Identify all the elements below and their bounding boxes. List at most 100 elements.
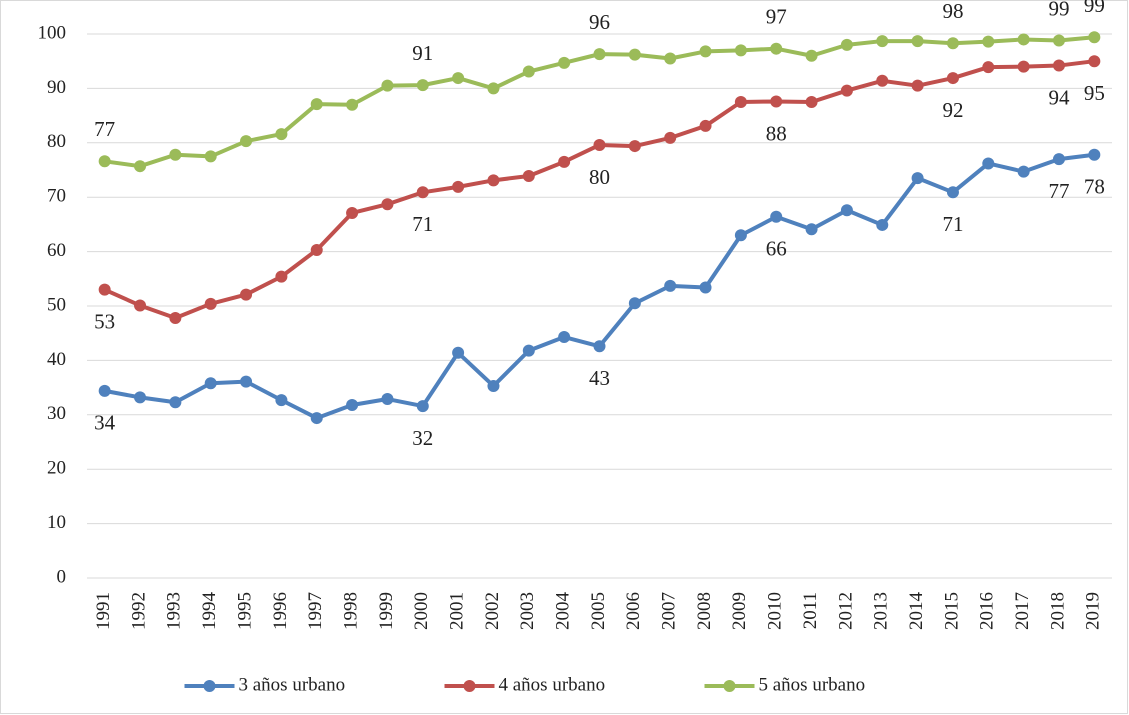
point	[770, 42, 783, 55]
data-label: 95	[1084, 81, 1105, 105]
y-tick-label: 40	[47, 349, 66, 370]
point	[982, 157, 995, 170]
point	[1052, 153, 1065, 166]
data-label: 66	[766, 237, 787, 261]
point	[946, 37, 959, 50]
point	[310, 243, 323, 256]
y-tick-label: 0	[57, 566, 67, 587]
point	[876, 218, 889, 231]
point	[1017, 60, 1030, 73]
data-label: 43	[589, 366, 610, 390]
point	[310, 98, 323, 111]
point	[876, 35, 889, 48]
x-tick-label: 2005	[588, 592, 609, 630]
x-tick-label: 2007	[659, 592, 680, 630]
point	[416, 400, 429, 413]
data-label: 78	[1084, 175, 1105, 199]
point	[911, 79, 924, 92]
legend-marker	[463, 680, 476, 692]
x-tick-label: 2001	[446, 592, 467, 630]
point	[805, 223, 818, 236]
x-tick-label: 2006	[623, 592, 644, 630]
data-label: 99	[1084, 0, 1105, 17]
point	[487, 82, 500, 95]
point	[593, 340, 606, 353]
x-tick-label: 1993	[164, 592, 185, 630]
legend-label: 4 años urbano	[499, 674, 606, 695]
point	[946, 186, 959, 199]
point	[204, 377, 217, 390]
y-tick-label: 80	[47, 131, 66, 152]
data-label: 71	[412, 212, 433, 236]
point	[734, 96, 747, 108]
data-label: 97	[766, 5, 787, 29]
point	[982, 35, 995, 48]
y-tick-label: 60	[47, 240, 66, 261]
x-tick-label: 2000	[411, 592, 432, 630]
point	[946, 72, 959, 85]
x-tick-label: 2013	[871, 592, 892, 630]
x-tick-label: 1994	[199, 592, 220, 631]
y-tick-label: 70	[47, 186, 66, 207]
point	[416, 186, 429, 199]
point	[169, 311, 182, 324]
x-tick-label: 2016	[977, 592, 998, 630]
y-tick-label: 10	[47, 512, 66, 533]
point	[452, 72, 465, 85]
point	[558, 56, 571, 69]
data-label: 91	[412, 41, 433, 65]
data-label: 96	[589, 10, 610, 34]
point	[204, 297, 217, 310]
point	[699, 119, 712, 132]
data-label: 94	[1048, 85, 1070, 109]
point	[664, 52, 677, 65]
data-label: 88	[766, 121, 787, 145]
point	[593, 138, 606, 151]
point	[240, 375, 253, 388]
point	[310, 412, 323, 425]
point	[558, 155, 571, 168]
point	[558, 331, 571, 344]
point	[169, 396, 182, 409]
point	[770, 210, 783, 223]
point	[346, 206, 359, 219]
x-tick-label: 1998	[340, 592, 361, 630]
point	[664, 131, 677, 144]
x-tick-label: 1991	[93, 592, 114, 630]
point	[805, 49, 818, 62]
point	[346, 399, 359, 412]
point	[805, 96, 818, 108]
point	[346, 98, 359, 111]
point	[452, 180, 465, 193]
point	[628, 48, 641, 61]
x-tick-label: 1995	[234, 592, 255, 630]
point	[840, 204, 853, 217]
point	[1088, 31, 1101, 44]
point	[134, 391, 147, 404]
x-tick-label: 2010	[765, 592, 786, 630]
legend-label: 3 años urbano	[239, 674, 346, 695]
x-tick-label: 2014	[906, 592, 927, 631]
point	[1017, 165, 1030, 178]
point	[169, 148, 182, 161]
point	[840, 84, 853, 97]
point	[911, 172, 924, 185]
data-label: 92	[942, 98, 963, 122]
point	[593, 48, 606, 61]
y-tick-label: 100	[38, 22, 67, 43]
data-label: 80	[589, 165, 610, 189]
point	[98, 155, 111, 168]
x-tick-label: 1996	[270, 592, 291, 630]
point	[275, 394, 288, 407]
data-label: 99	[1048, 0, 1069, 20]
x-tick-label: 2017	[1012, 592, 1033, 630]
data-label: 98	[942, 0, 963, 23]
point	[1017, 33, 1030, 46]
point	[982, 61, 995, 74]
data-label: 34	[94, 411, 116, 435]
point	[98, 283, 111, 296]
data-label: 32	[412, 426, 433, 450]
x-tick-label: 2019	[1083, 592, 1104, 630]
point	[1088, 148, 1101, 161]
